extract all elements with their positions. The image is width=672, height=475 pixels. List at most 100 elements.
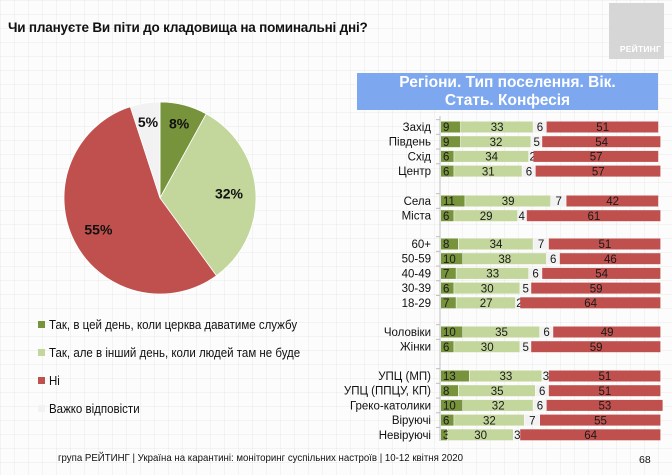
bar-value-label: 6 bbox=[537, 401, 543, 413]
bar-segment bbox=[441, 253, 463, 265]
pie-slice-label: 5% bbox=[138, 114, 159, 130]
category-label: Греко-католики bbox=[350, 400, 431, 412]
bar-segment bbox=[441, 282, 454, 294]
bar-segment bbox=[463, 399, 533, 411]
bar-value-label: 5 bbox=[522, 283, 528, 295]
category-label: 50-59 bbox=[402, 254, 431, 266]
bar-segment bbox=[531, 136, 542, 148]
bar-segment bbox=[515, 297, 520, 309]
category-label: 60+ bbox=[411, 239, 431, 251]
bar-segment bbox=[535, 385, 549, 397]
bar-value-label: 6 bbox=[443, 415, 449, 427]
bar-value-label: 6 bbox=[443, 166, 449, 178]
category-label: Чоловіки bbox=[384, 327, 431, 339]
page-number: 68 bbox=[639, 454, 651, 466]
bar-segment bbox=[441, 195, 465, 207]
bar-segment bbox=[441, 414, 454, 426]
pie-slice-label: 8% bbox=[169, 116, 190, 132]
bar-segment bbox=[548, 238, 661, 250]
category-label: Невіруючі bbox=[379, 430, 431, 442]
bar-segment bbox=[518, 210, 527, 222]
bar-value-label: 46 bbox=[604, 254, 617, 266]
bar-segment bbox=[456, 297, 516, 309]
bar-value-label: 29 bbox=[480, 211, 493, 223]
bar-segment bbox=[447, 429, 513, 441]
bar-segment bbox=[526, 210, 661, 222]
bar-segment bbox=[522, 165, 535, 177]
bar-segment bbox=[524, 414, 540, 426]
bar-panel-header: Регіони. Тип поселення. Вік. Стать. Конф… bbox=[357, 73, 658, 110]
category-label: Центр bbox=[398, 166, 431, 178]
bar-segment bbox=[454, 210, 518, 222]
legend-swatch bbox=[38, 349, 45, 356]
legend-swatch bbox=[38, 405, 45, 412]
legend-label: Так, але в інший день, коли людей там не… bbox=[49, 346, 301, 360]
bar-segment bbox=[441, 341, 454, 353]
legend-item: Так, але в інший день, коли людей там не… bbox=[38, 346, 322, 362]
bar-value-label: 3 bbox=[514, 430, 520, 442]
bar-value-label: 54 bbox=[595, 137, 608, 149]
bar-segment bbox=[548, 370, 661, 382]
category-label: Схід bbox=[408, 151, 432, 163]
bar-value-label: 54 bbox=[595, 269, 608, 281]
bar-value-label: 6 bbox=[443, 342, 449, 354]
bar-segment bbox=[441, 150, 454, 162]
chart-title: Чи плануєте Ви піти до кладовища на поми… bbox=[8, 20, 368, 35]
bar-segment bbox=[441, 429, 447, 441]
bar-segment bbox=[469, 370, 542, 382]
bar-segment bbox=[458, 238, 533, 250]
bar-value-label: 51 bbox=[599, 239, 612, 251]
pie-chart: 8% 32% 55% 5% bbox=[63, 101, 257, 295]
bar-segment bbox=[540, 326, 553, 338]
category-label: УПЦ (МП) bbox=[378, 371, 431, 383]
bar-segment bbox=[520, 429, 661, 441]
bar-segment bbox=[546, 399, 663, 411]
bar-value-label: 49 bbox=[601, 327, 614, 339]
bar-segment bbox=[542, 136, 661, 148]
category-label: Віруючі bbox=[392, 415, 431, 427]
bar-value-label: 2 bbox=[530, 152, 536, 164]
bar-segment bbox=[441, 210, 454, 222]
bar-value-label: 59 bbox=[590, 342, 603, 354]
pie-slice-label: 32% bbox=[215, 186, 244, 202]
bar-segment bbox=[456, 267, 529, 279]
bar-value-label: 10 bbox=[443, 401, 456, 413]
bar-value-label: 9 bbox=[443, 137, 449, 149]
bar-segment bbox=[460, 136, 531, 148]
bar-value-label: 3 bbox=[443, 430, 449, 442]
rating-logo: РЕЙТИНГ bbox=[609, 3, 664, 59]
legend-swatch bbox=[38, 321, 45, 328]
bar-segment bbox=[533, 399, 546, 411]
bar-segment bbox=[463, 326, 540, 338]
legend-label: Важко відповісти bbox=[49, 402, 140, 416]
bar-value-label: 59 bbox=[590, 283, 603, 295]
category-label: Жінки bbox=[400, 342, 431, 354]
legend-swatch bbox=[38, 377, 45, 384]
bar-value-label: 51 bbox=[596, 122, 609, 134]
bar-panel-header-line2: Стать. Конфесія bbox=[444, 92, 571, 109]
bar-segment bbox=[551, 195, 566, 207]
bar-segment bbox=[454, 341, 520, 353]
bar-value-label: 30 bbox=[481, 342, 494, 354]
bar-segment bbox=[531, 282, 661, 294]
bar-segment bbox=[441, 121, 461, 133]
category-label: 30-39 bbox=[402, 283, 431, 295]
bar-value-label: 34 bbox=[490, 239, 503, 251]
bar-value-label: 7 bbox=[443, 298, 449, 310]
bar-value-label: 6 bbox=[550, 254, 556, 266]
bar-segment bbox=[529, 267, 542, 279]
bar-value-label: 6 bbox=[539, 386, 545, 398]
bar-segment bbox=[535, 165, 661, 177]
legend-label: Ні bbox=[49, 374, 60, 388]
bar-segment bbox=[460, 121, 533, 133]
bar-segment bbox=[533, 150, 659, 162]
bar-value-label: 57 bbox=[590, 152, 603, 164]
bar-panel-header-line1: Регіони. Тип поселення. Вік. bbox=[399, 74, 616, 91]
bar-segment bbox=[454, 165, 522, 177]
bar-value-label: 33 bbox=[500, 371, 513, 383]
bar-value-label: 32 bbox=[483, 415, 496, 427]
bar-segment bbox=[566, 195, 659, 207]
category-label: 40-49 bbox=[402, 268, 431, 280]
bar-value-label: 6 bbox=[537, 122, 543, 134]
bar-value-label: 34 bbox=[485, 152, 498, 164]
